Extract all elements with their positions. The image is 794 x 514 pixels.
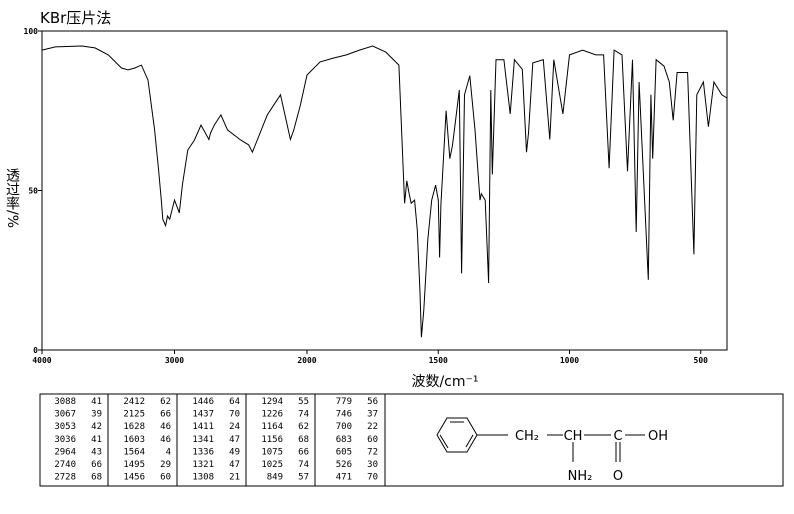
transmittance: 74 (298, 460, 309, 470)
wavenumber: 1294 (261, 397, 283, 407)
wavenumber: 683 (336, 435, 352, 445)
transmittance: 74 (298, 410, 309, 420)
wavenumber: 1308 (192, 473, 214, 483)
transmittance: 22 (367, 422, 378, 432)
transmittance: 66 (298, 447, 309, 457)
wavenumber: 1025 (261, 460, 283, 470)
wavenumber: 700 (336, 422, 352, 432)
wavenumber: 1495 (123, 460, 145, 470)
wavenumber: 3088 (54, 397, 76, 407)
transmittance: 41 (91, 435, 102, 445)
wavenumber: 2412 (123, 397, 145, 407)
wavenumber: 1437 (192, 410, 214, 420)
group-label: O (613, 469, 623, 484)
wavenumber: 779 (336, 397, 352, 407)
transmittance: 66 (91, 460, 102, 470)
wavenumber: 3067 (54, 410, 76, 420)
wavenumber: 746 (336, 410, 352, 420)
y-tick-label: 0 (33, 346, 38, 355)
transmittance: 55 (298, 397, 309, 407)
wavenumber: 2740 (54, 460, 76, 470)
group-label: NH₂ (568, 469, 593, 484)
transmittance: 60 (367, 435, 378, 445)
transmittance: 30 (367, 460, 378, 470)
y-axis-label: 透过率/% (4, 168, 20, 228)
transmittance: 4 (166, 447, 171, 457)
transmittance: 66 (160, 410, 171, 420)
wavenumber: 2125 (123, 410, 145, 420)
x-tick-label: 1000 (560, 356, 579, 365)
chart-title: KBr压片法 (40, 9, 111, 27)
transmittance: 70 (229, 410, 240, 420)
ring-bond (465, 434, 474, 448)
structure: CH₂ CH C OH NH₂ O (436, 417, 668, 484)
transmittance: 41 (91, 397, 102, 407)
transmittance: 47 (229, 435, 240, 445)
wavenumber: 1226 (261, 410, 283, 420)
group-label: CH (564, 429, 583, 444)
wavenumber: 471 (336, 473, 352, 483)
transmittance: 43 (91, 447, 102, 457)
transmittance: 42 (91, 422, 102, 432)
wavenumber: 1628 (123, 422, 145, 432)
wavenumber: 3053 (54, 422, 76, 432)
transmittance: 60 (160, 473, 171, 483)
benzene-ring (436, 417, 478, 453)
wavenumber: 1603 (123, 435, 145, 445)
transmittance: 68 (298, 435, 309, 445)
x-tick-label: 2000 (297, 356, 316, 365)
transmittance: 70 (367, 473, 378, 483)
transmittance: 68 (91, 473, 102, 483)
wavenumber: 1564 (123, 447, 145, 457)
wavenumber: 849 (267, 473, 283, 483)
wavenumber: 1164 (261, 422, 283, 432)
transmittance: 46 (160, 435, 171, 445)
transmittance: 39 (91, 410, 102, 420)
transmittance: 62 (298, 422, 309, 432)
wavenumber: 1075 (261, 447, 283, 457)
plot-frame (41, 30, 728, 351)
group-label: CH₂ (515, 429, 539, 444)
transmittance: 56 (367, 397, 378, 407)
y-tick-label: 50 (28, 187, 38, 196)
transmittance: 21 (229, 473, 240, 483)
transmittance: 57 (298, 473, 309, 483)
wavenumber: 1321 (192, 460, 214, 470)
wavenumber: 1336 (192, 447, 214, 457)
group-label: C (613, 429, 622, 444)
wavenumber: 1411 (192, 422, 214, 432)
x-axis-label: 波数/cm⁻¹ (411, 374, 478, 390)
transmittance: 29 (160, 460, 171, 470)
group-label: OH (648, 429, 668, 444)
wavenumber: 1156 (261, 435, 283, 445)
spectrum-line (41, 45, 728, 338)
x-tick-label: 1500 (429, 356, 448, 365)
transmittance: 24 (229, 422, 240, 432)
transmittance: 47 (229, 460, 240, 470)
wavenumber: 1456 (123, 473, 145, 483)
x-tick-label: 3000 (165, 356, 184, 365)
wavenumber: 605 (336, 447, 352, 457)
transmittance: 46 (160, 422, 171, 432)
wavenumber: 2964 (54, 447, 76, 457)
wavenumber: 526 (336, 460, 352, 470)
transmittance: 37 (367, 410, 378, 420)
x-tick-label: 500 (694, 356, 709, 365)
wavenumber: 2728 (54, 473, 76, 483)
transmittance: 64 (229, 397, 240, 407)
table-frame (39, 393, 784, 487)
transmittance: 49 (229, 447, 240, 457)
x-tick-label: 4000 (32, 356, 51, 365)
wavenumber: 3036 (54, 435, 76, 445)
wavenumber: 1341 (192, 435, 214, 445)
ring-bond (439, 434, 449, 449)
wavenumber: 1446 (192, 397, 214, 407)
y-tick-label: 100 (24, 27, 39, 36)
transmittance: 72 (367, 447, 378, 457)
transmittance: 62 (160, 397, 171, 407)
